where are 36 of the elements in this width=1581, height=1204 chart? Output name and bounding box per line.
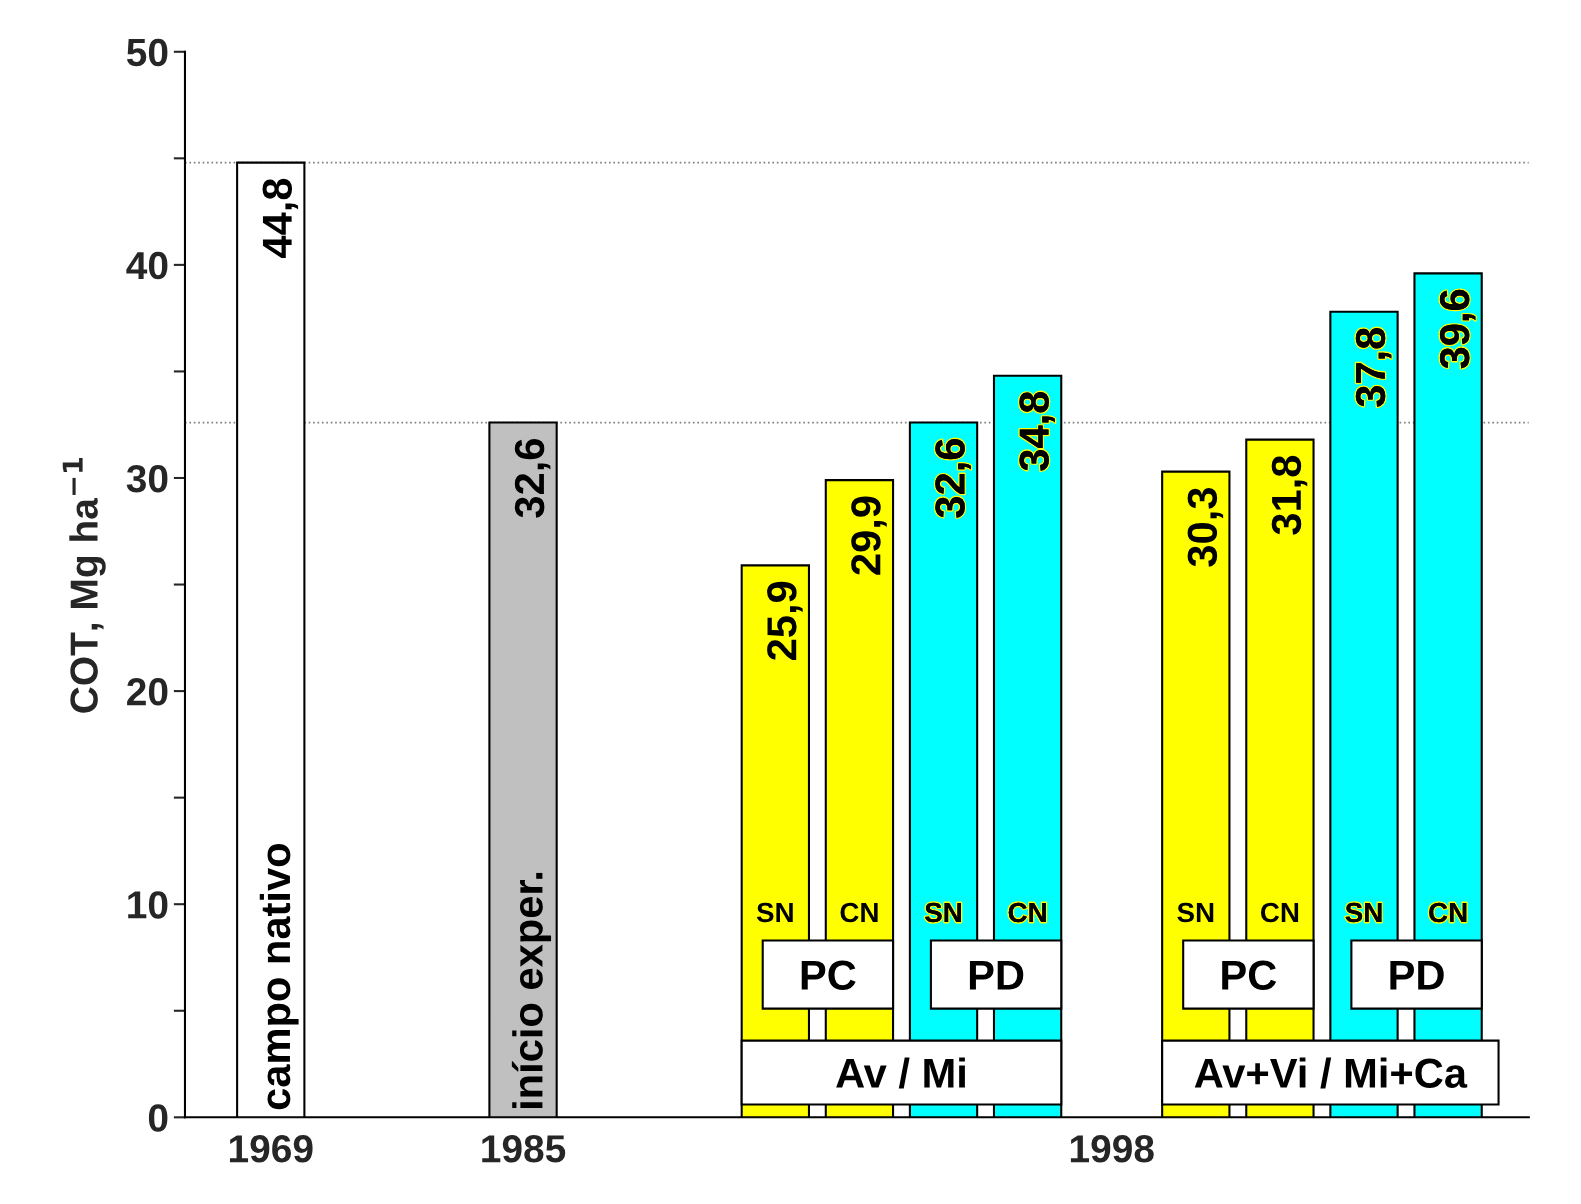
annotation: PD [1390, 960, 1444, 990]
annotation: Av / Mi [836, 1057, 965, 1089]
x-tick-label: 1998 [1070, 1135, 1154, 1163]
annotation: PD [969, 960, 1024, 990]
data-label: 32,6 [514, 439, 551, 518]
annotation: SN [925, 902, 961, 923]
data-label: 29,9 [851, 496, 887, 575]
y-tick-label: 50 [126, 38, 168, 67]
data-label: 31,8 [1271, 455, 1308, 535]
annotation: SN [756, 902, 793, 923]
annotation: campo nativo [259, 843, 299, 1110]
data-label: 44,8 [262, 178, 299, 258]
x-tick-label: 1985 [482, 1135, 566, 1163]
annotation: início exper. [511, 872, 552, 1109]
annotation: SN [1177, 902, 1214, 923]
annotation: PC [801, 960, 856, 990]
data-label: 30,3 [1187, 488, 1224, 567]
y-tick-label: 20 [127, 678, 168, 706]
y-tick-label: 10 [128, 891, 168, 919]
data-label: 25,9 [767, 581, 803, 660]
data-label: 39,6 [1439, 289, 1476, 369]
annotation: CN [1260, 902, 1299, 923]
annotation: CN [840, 902, 878, 923]
y-tick-label: 30 [126, 464, 168, 493]
y-tick-label: 0 [148, 1104, 168, 1132]
annotation: Av+Vi / Mi+Ca [1194, 1057, 1468, 1089]
data-label: 32,6 [935, 439, 971, 518]
annotation: CN [1008, 902, 1046, 923]
annotation: PC [1222, 960, 1277, 990]
data-label: 34,8 [1019, 391, 1055, 471]
data-label: 37,8 [1355, 327, 1392, 407]
annotation: SN [1345, 902, 1382, 923]
y-tick-label: 40 [126, 251, 168, 280]
x-tick-label: 1969 [229, 1135, 313, 1163]
y-axis-title: COT, Mg ha$^{−1}$ [62, 457, 106, 713]
annotation: CN [1429, 902, 1467, 923]
